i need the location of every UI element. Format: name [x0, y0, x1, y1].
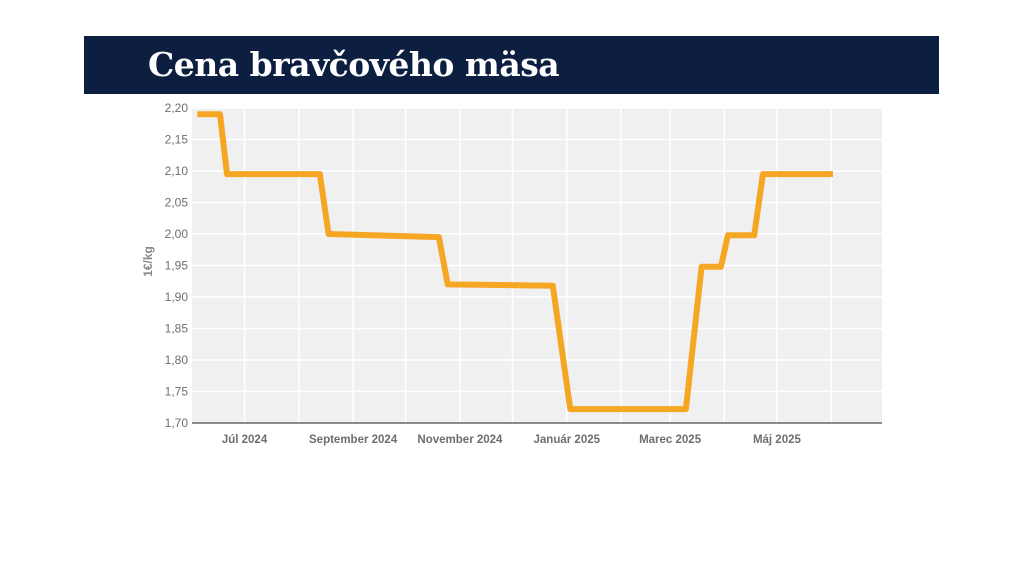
y-tick-label: 1,80 [165, 353, 189, 367]
y-tick-label: 1,85 [165, 322, 189, 336]
y-tick-label: 1,90 [165, 290, 189, 304]
y-axis-label: 1€/kg [141, 246, 155, 277]
x-tick-label: Máj 2025 [753, 434, 802, 446]
y-tick-label: 1,70 [165, 416, 189, 430]
x-tick-labels: Júl 2024 September 2024 November 2024 Januá… [222, 434, 802, 446]
y-tick-label: 2,20 [165, 101, 189, 115]
horizontal-gridlines [192, 107, 882, 393]
series-group [197, 111, 833, 413]
x-tick-label: Júl 2024 [222, 434, 268, 446]
y-tick-label: 2,05 [165, 196, 189, 210]
x-tick-label: November 2024 [417, 434, 503, 446]
y-tick-label: 2,00 [165, 227, 189, 241]
y-tick-labels: 1,70 1,75 1,80 1,85 1,90 1,95 2,00 2,05 2,10 2,15… [165, 101, 189, 430]
x-tick-label: Marec 2025 [639, 434, 702, 446]
x-tick-label: Január 2025 [534, 434, 601, 446]
y-tick-label: 2,15 [165, 133, 189, 147]
series-line [197, 111, 833, 413]
title-bar: Cena bravčového mäsa [84, 36, 939, 94]
page-title: Cena bravčového mäsa [148, 45, 560, 84]
x-tick-label: September 2024 [309, 434, 398, 446]
y-tick-label: 1,95 [165, 259, 189, 273]
y-tick-label: 2,10 [165, 164, 189, 178]
y-tick-label: 1,75 [165, 385, 189, 399]
